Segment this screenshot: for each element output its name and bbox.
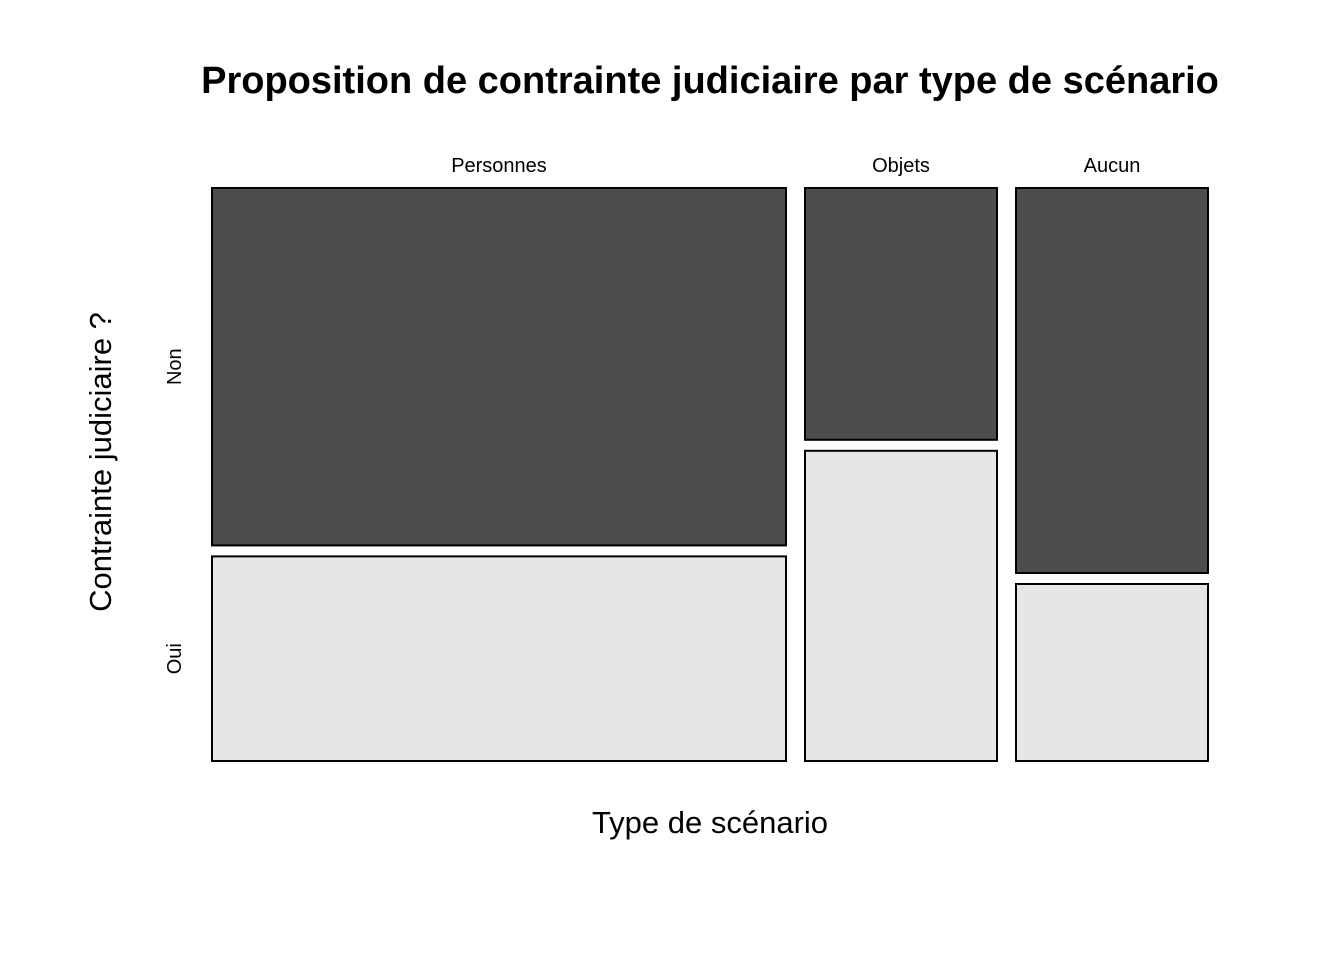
row-labels: Non Oui [164, 348, 186, 674]
column-label-aucun: Aucun [1084, 155, 1141, 177]
tile-aucun-non [1015, 187, 1209, 574]
column-label-personnes: Personnes [451, 155, 547, 177]
chart-title: Proposition de contrainte judiciaire par… [201, 60, 1219, 102]
tile-personnes-non [211, 187, 787, 547]
column-label-objets: Objets [872, 155, 930, 177]
row-label-oui: Oui [164, 643, 186, 674]
tile-personnes-oui [211, 555, 787, 763]
y-axis-label: Contrainte judiciaire ? [83, 312, 118, 612]
tile-objets-non [804, 187, 998, 441]
column-labels: Personnes Objets Aucun [451, 155, 1140, 177]
tile-aucun-oui [1015, 583, 1209, 762]
x-axis-label: Type de scénario [592, 805, 828, 840]
row-label-non: Non [164, 348, 186, 385]
tiles-group [211, 187, 1209, 763]
tile-objets-oui [804, 449, 998, 762]
